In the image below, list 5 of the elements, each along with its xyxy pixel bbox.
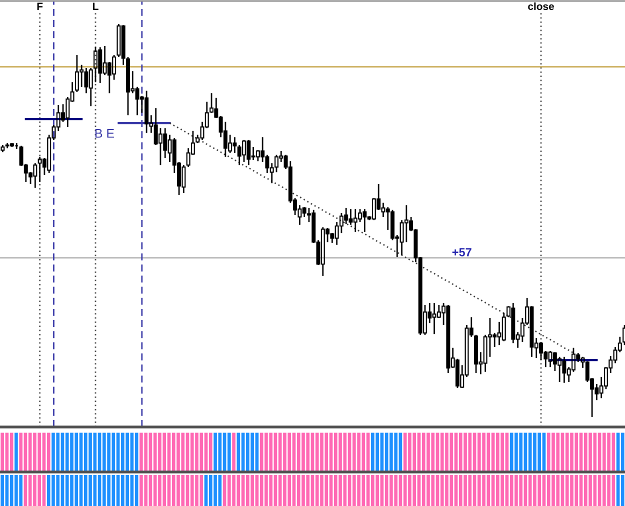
x-tick-label: close <box>528 2 554 10</box>
series-label: B E <box>95 129 114 138</box>
x-tick-label: F <box>37 2 43 10</box>
annotation: +57 <box>452 248 472 256</box>
x-tick-label: L <box>93 2 98 10</box>
